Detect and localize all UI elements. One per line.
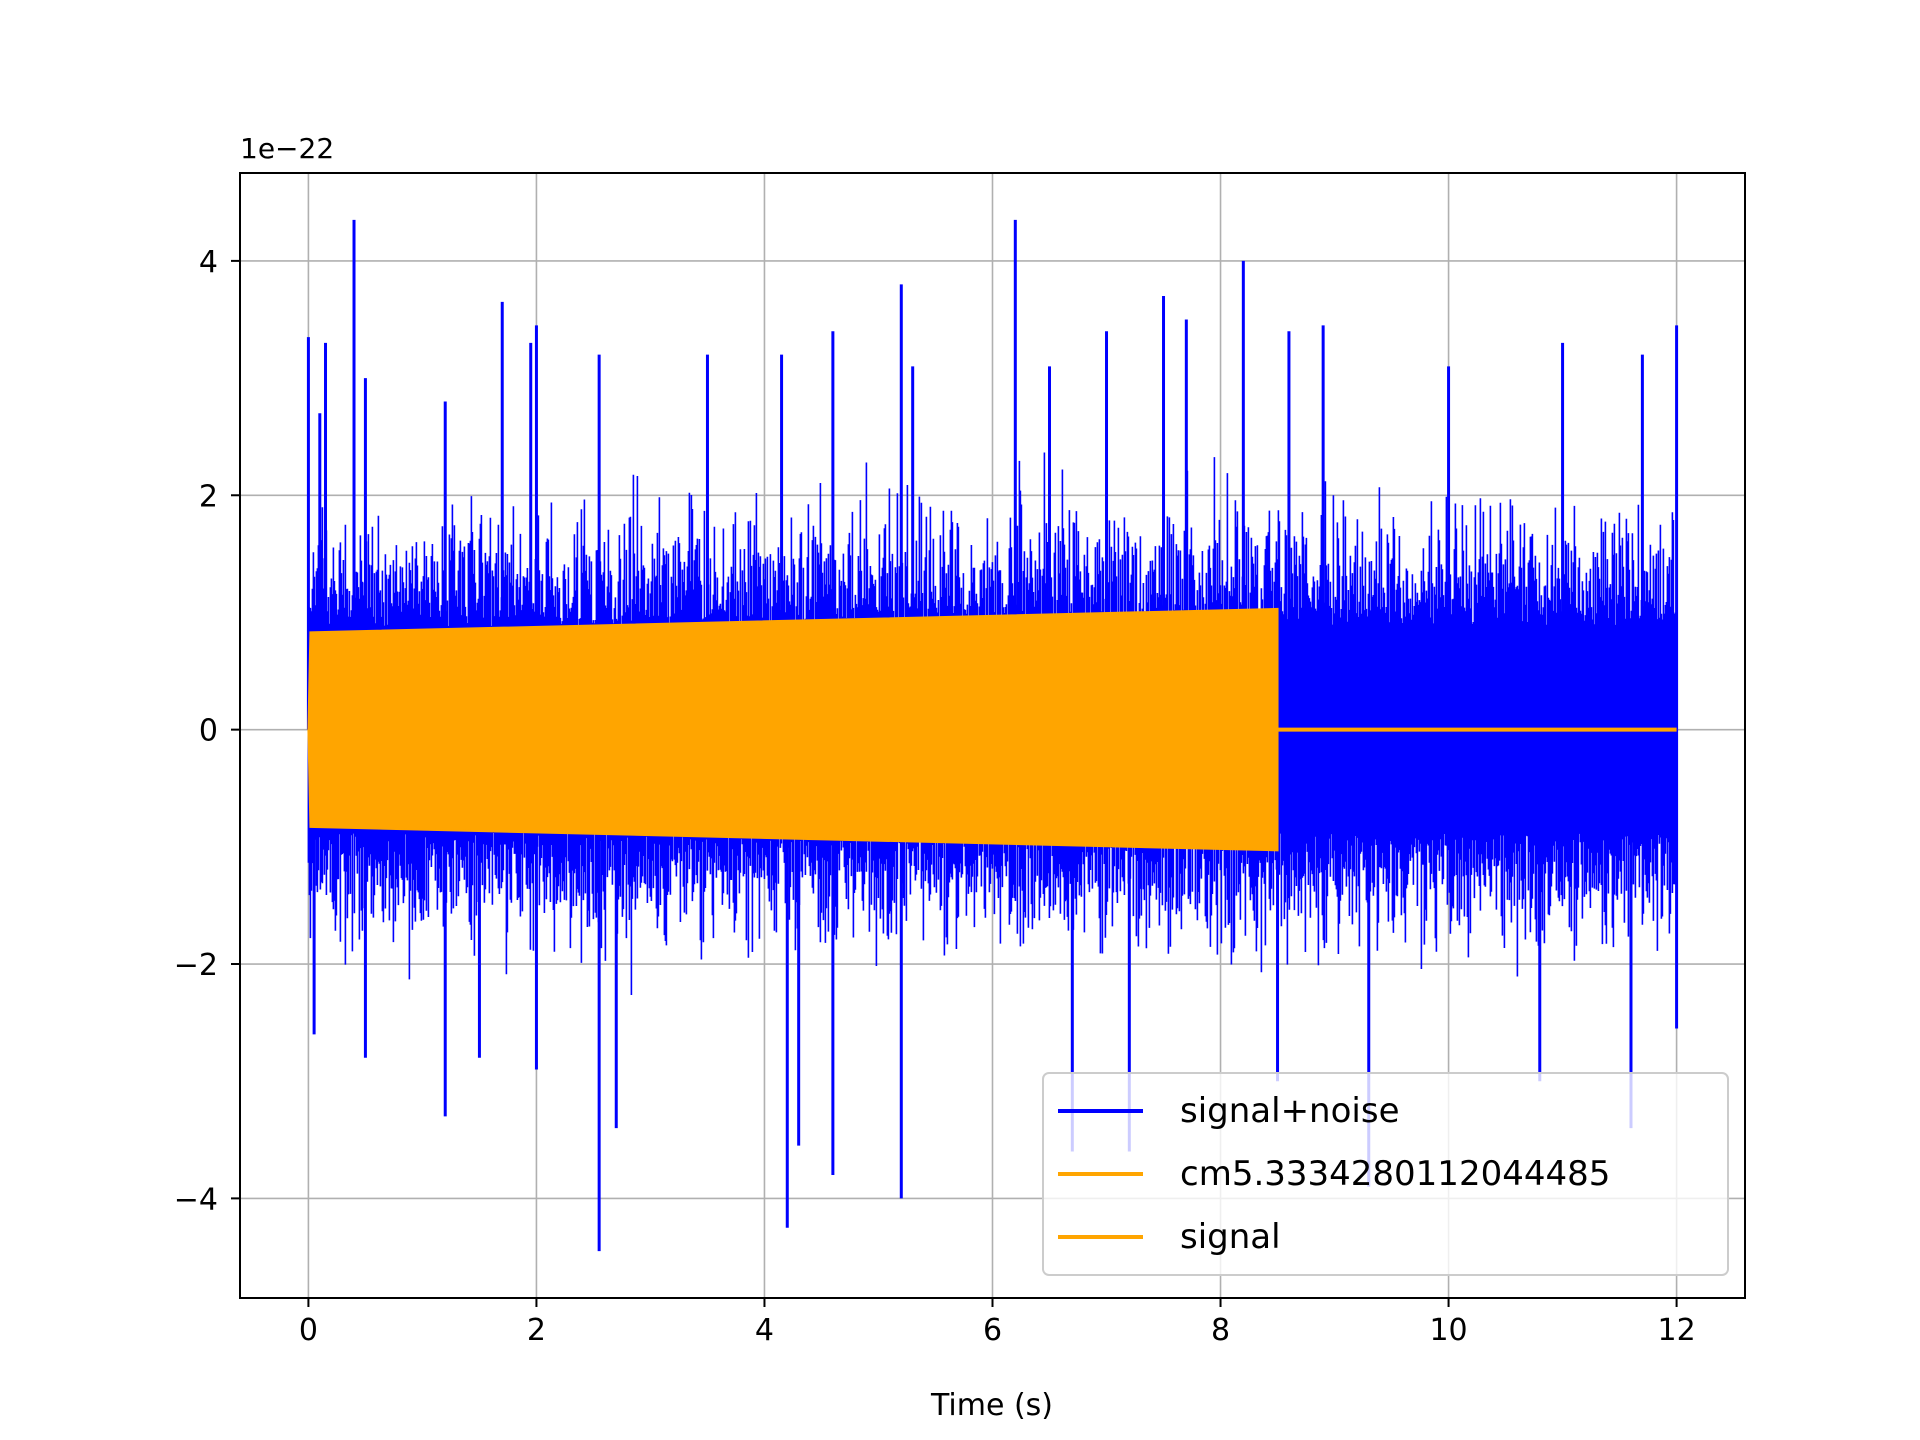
series-signal-chirp — [307, 607, 1279, 852]
x-tick-label: 4 — [755, 1313, 774, 1348]
legend-box — [1042, 1072, 1729, 1276]
ticks: 0 2 4 6 8 10 12 −4 −2 0 2 4 — [174, 245, 1696, 1348]
y-tick-label: 2 — [199, 479, 218, 514]
legend-label: signal — [1180, 1217, 1281, 1257]
y-tick-label: −2 — [174, 948, 218, 983]
x-tick-label: 0 — [299, 1313, 318, 1348]
y-tick-label: −4 — [174, 1182, 218, 1217]
x-tick-label: 12 — [1657, 1313, 1695, 1348]
x-tick-label: 6 — [983, 1313, 1002, 1348]
legend-label: signal+noise — [1180, 1091, 1400, 1131]
x-tick-label: 10 — [1429, 1313, 1467, 1348]
x-axis-label: Time (s) — [930, 1388, 1053, 1423]
y-tick-label: 4 — [199, 245, 218, 280]
y-offset-label: 1e−22 — [240, 132, 334, 165]
legend[interactable]: signal+noise cm5.3334280112044485 signal — [1042, 1072, 1729, 1276]
x-tick-label: 2 — [527, 1313, 546, 1348]
series-layer — [306, 219, 1679, 1252]
y-tick-label: 0 — [199, 714, 218, 749]
legend-label: cm5.3334280112044485 — [1180, 1154, 1610, 1194]
x-tick-label: 8 — [1211, 1313, 1230, 1348]
